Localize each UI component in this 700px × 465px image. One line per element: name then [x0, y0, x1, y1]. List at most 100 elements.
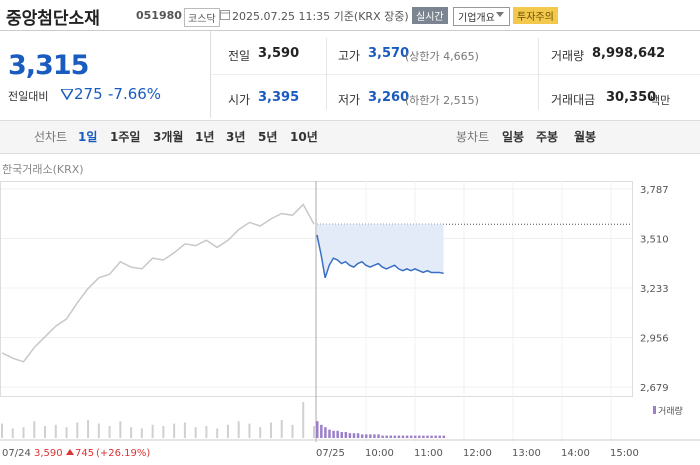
x-tick-label: 14:00 [561, 448, 590, 459]
volume-bar [414, 435, 417, 438]
volume-bar [259, 427, 262, 438]
volume-bar [348, 433, 352, 438]
volume-bar [280, 420, 283, 438]
volume-bar [352, 433, 356, 438]
calendar-icon [220, 10, 230, 20]
volume-bar [151, 424, 154, 438]
x-tick-label: 15:00 [610, 448, 639, 459]
realtime-button[interactable]: 실시간 [412, 7, 448, 24]
volume-bar [426, 435, 429, 438]
tab-group-label: 선차트 [34, 130, 68, 144]
volume-bar [130, 427, 133, 438]
price-line-day2 [316, 234, 444, 279]
candle-tab[interactable]: 월봉 [574, 130, 597, 144]
volume-bar [119, 421, 122, 438]
volume-bar [33, 421, 36, 438]
x-tick-label: 13:00 [512, 448, 541, 459]
volume-bar [434, 435, 437, 438]
volume-bar [332, 430, 335, 438]
price-area-day2 [317, 224, 444, 278]
price-line-day1 [1, 203, 315, 363]
volume-bar [173, 423, 176, 438]
volume-bar [316, 421, 319, 438]
period-tab[interactable]: 1주일 [110, 130, 141, 144]
volume-bar [269, 422, 272, 438]
candle-tab[interactable]: 주봉 [536, 130, 559, 144]
day1-change-pct: (+26.19%) [96, 448, 150, 459]
stat-value: 8,998,642 [592, 46, 666, 61]
stats-sep [326, 38, 327, 110]
volume-bar [44, 426, 47, 438]
volume-bar [108, 426, 111, 438]
period-tab[interactable]: 3개월 [153, 130, 184, 144]
volume-bar [237, 421, 240, 438]
up-triangle [66, 449, 74, 455]
day1-label: 07/24 [2, 448, 31, 459]
source-label: 한국거래소(KRX) [2, 163, 84, 176]
volume-bar [401, 435, 405, 438]
volume-bar [360, 434, 364, 438]
volume-bar [381, 435, 384, 438]
volume-bar [356, 433, 360, 438]
x-tick-label: 11:00 [414, 448, 443, 459]
volume-bar [1, 423, 3, 438]
stock-code: 051980 [136, 9, 182, 22]
volume-bar [373, 434, 376, 438]
volume-bar [393, 435, 397, 438]
stat-label: 전일 [228, 49, 251, 63]
period-tab[interactable]: 1년 [195, 130, 215, 144]
current-price: 3,315 [8, 50, 89, 81]
y-tick-label: 3,510 [640, 235, 669, 246]
company-button[interactable]: 기업개요 [453, 7, 510, 26]
volume-bar [194, 427, 197, 438]
candle-tab[interactable]: 일봉 [502, 130, 525, 144]
market-badge: 코스닥 [184, 8, 220, 27]
top-bar [0, 0, 700, 31]
volume-bar [97, 423, 100, 438]
volume-bar [365, 434, 368, 438]
stat-extra: (상한가 4,665) [405, 50, 479, 63]
down-triangle [61, 89, 73, 100]
volume-bar [65, 427, 68, 438]
period-tab[interactable]: 10년 [290, 130, 318, 144]
stats-divider [211, 74, 700, 75]
period-tab[interactable]: 5년 [258, 130, 278, 144]
volume-bar [313, 426, 315, 438]
volume-bar [324, 427, 327, 438]
volume-bar [369, 434, 372, 438]
legend-swatch [653, 406, 656, 414]
y-tick-label: 3,787 [640, 185, 669, 196]
dropdown-arrow [496, 12, 504, 17]
volume-bar [320, 424, 323, 438]
x-tick-label: 10:00 [365, 448, 394, 459]
volume-bar [302, 402, 305, 438]
volume-bar [344, 432, 348, 438]
price-chart: 한국거래소(KRX) 3,787 3,510 3,233 2,956 2,679 거래량 07… [0, 163, 700, 459]
stat-value: 3,590 [258, 46, 300, 61]
change-label: 전일대비 [8, 90, 49, 103]
warning-badge: 투자주의 [513, 7, 558, 24]
volume-bar [76, 422, 79, 438]
y-tick-label: 2,679 [640, 383, 669, 394]
period-tab[interactable]: 3년 [226, 130, 246, 144]
volume-bar [418, 435, 421, 438]
volume-bar [340, 432, 343, 438]
change-percent: -7.66% [108, 85, 162, 103]
stat-label: 고가 [338, 49, 361, 63]
volume-bar [11, 428, 14, 438]
volume-bar [328, 429, 331, 438]
day1-change: 745 [75, 448, 94, 459]
stat-label: 거래량 [551, 49, 585, 63]
volume-bar [216, 428, 219, 438]
stat-value: 3,395 [258, 90, 300, 105]
volume-bar [385, 435, 388, 438]
quote-box [0, 31, 211, 118]
volume-bar [397, 435, 401, 438]
stat-label: 저가 [338, 93, 361, 107]
stats-sep [538, 38, 539, 110]
period-tab[interactable]: 1일 [78, 130, 98, 144]
volume-bar [205, 426, 208, 438]
stock-name: 중앙첨단소재 [6, 9, 100, 29]
volume-bar [422, 435, 425, 438]
